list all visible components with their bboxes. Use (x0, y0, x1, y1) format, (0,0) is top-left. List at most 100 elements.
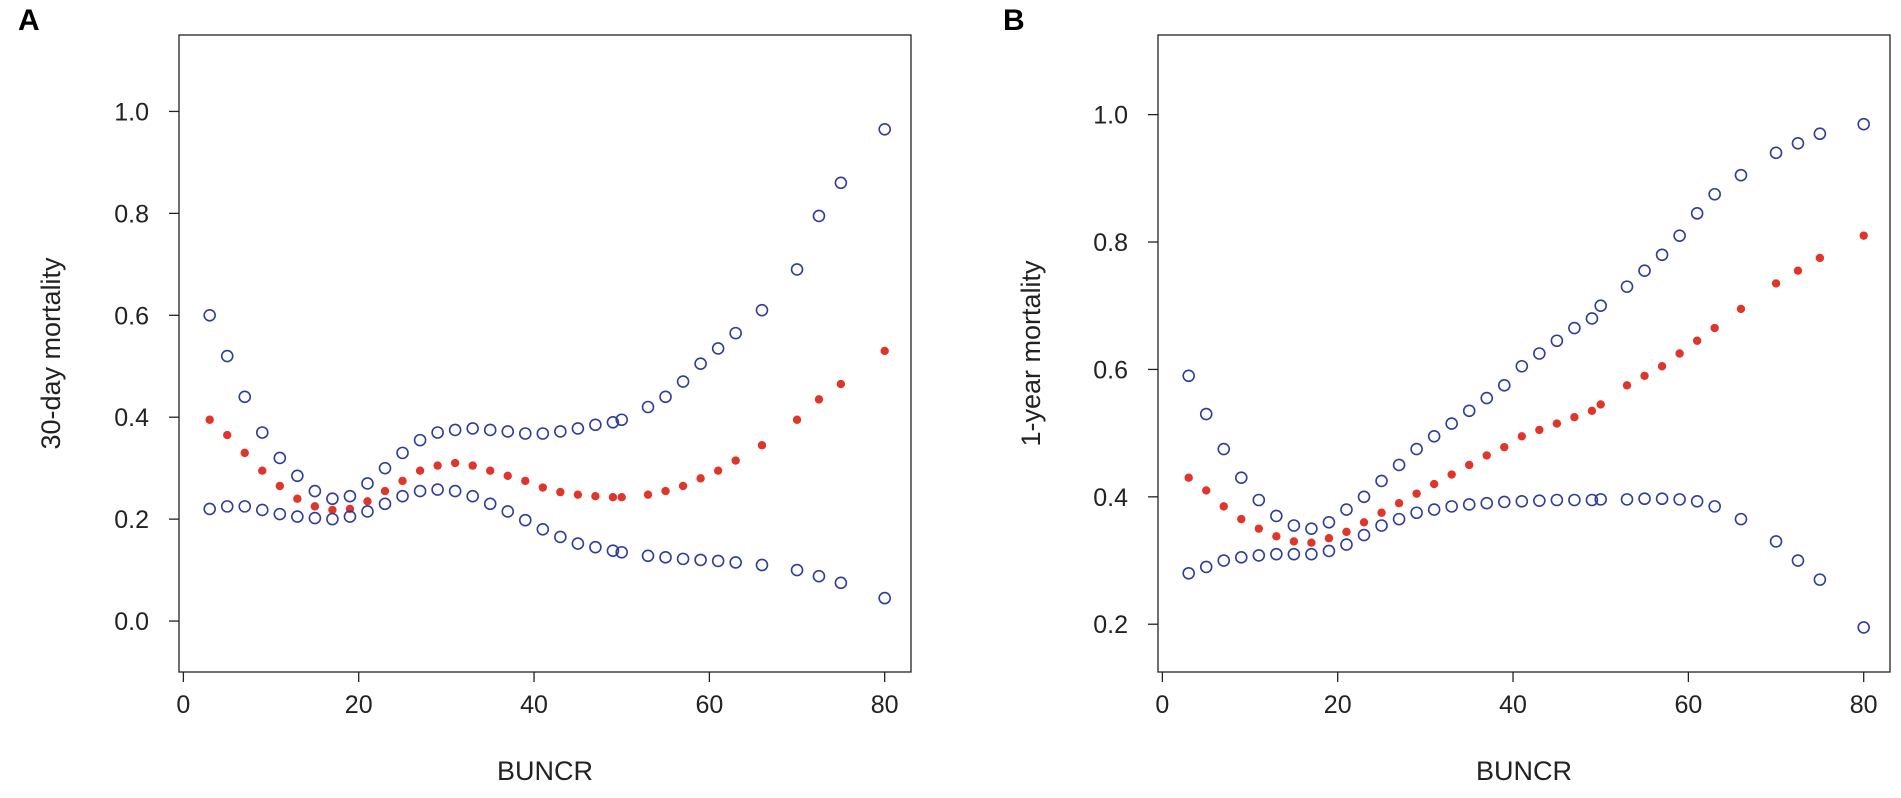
ci-point (220, 500, 234, 513)
y-tick-label: 0.4 (114, 404, 149, 432)
ci-point (1708, 187, 1721, 201)
ci-point (1182, 369, 1195, 383)
panel-b-1-year-mortality: B 0 20 40 60 80 0.2 0.4 0.6 0.8 1.0 BUNCR 1-year mor… (1003, 4, 1891, 786)
estimate-point (1710, 323, 1719, 333)
ci-point (1585, 312, 1599, 325)
estimate-point (1307, 538, 1316, 547)
series-lower-95-ci (1182, 492, 1871, 634)
estimate-point (1500, 442, 1509, 452)
estimate-point (1570, 413, 1579, 422)
ci-point (589, 418, 602, 432)
ci-point (1515, 359, 1529, 373)
estimate-point (521, 476, 530, 486)
estimate-point (661, 486, 670, 496)
estimate-point (1859, 231, 1868, 240)
ci-point (1638, 492, 1651, 506)
ci-point (1287, 547, 1301, 561)
ci-point (1375, 519, 1388, 532)
ci-point (1497, 495, 1511, 509)
ci-point (343, 489, 357, 503)
estimate-point (591, 491, 600, 501)
ci-point (1813, 127, 1827, 141)
ci-point (308, 484, 322, 498)
ci-point (1287, 519, 1301, 532)
ci-point (1690, 207, 1704, 220)
estimate-point (1429, 479, 1439, 489)
ci-point (676, 552, 690, 566)
ci-point (790, 563, 804, 577)
ci-point (1252, 493, 1266, 507)
ci-point (1533, 347, 1546, 360)
estimate-point (731, 456, 740, 465)
ci-point (483, 497, 497, 511)
series-lower-95-ci (203, 483, 892, 605)
ci-point (1533, 494, 1546, 507)
ci-point (1340, 503, 1353, 516)
ci-point (501, 425, 515, 438)
ci-point (1427, 503, 1441, 516)
ci-point (711, 554, 725, 568)
ci-point (220, 349, 234, 363)
ci-point (1638, 264, 1651, 277)
ci-point (1270, 547, 1283, 561)
estimate-point (223, 430, 232, 440)
ci-point (1217, 554, 1231, 567)
ci-point (812, 569, 826, 583)
ci-point (1769, 535, 1783, 548)
ci-point (554, 530, 567, 544)
ci-point (790, 263, 804, 276)
y-tick-label: 0.8 (1093, 229, 1128, 257)
ci-point (1445, 417, 1458, 430)
ci-point (755, 558, 769, 572)
estimate-point (1482, 451, 1491, 460)
estimate-point (538, 483, 548, 492)
ci-point (1182, 566, 1195, 580)
ci-point (536, 427, 550, 440)
estimate-point (1412, 489, 1421, 498)
ci-point (606, 544, 620, 558)
ci-point (1515, 494, 1529, 508)
estimate-point (310, 502, 320, 511)
ci-point (431, 483, 444, 496)
x-axis-title: BUNCR (497, 756, 593, 786)
ci-point (378, 497, 392, 511)
ci-point (1392, 512, 1406, 526)
ci-point (878, 591, 892, 605)
ci-point (1375, 474, 1388, 488)
x-tick-label: 80 (871, 691, 899, 719)
estimate-point (1596, 400, 1605, 409)
estimate-point (814, 395, 824, 404)
y-tick-label: 1.0 (114, 98, 149, 126)
estimate-point (696, 474, 705, 483)
ci-point (615, 545, 629, 559)
estimate-point (1342, 527, 1351, 537)
ci-point (1410, 506, 1423, 520)
ci-point (483, 423, 497, 437)
ci-point (1673, 229, 1686, 242)
estimate-point (380, 486, 390, 496)
panel-a-30-day-mortality: A 0 20 40 60 80 0.0 0.2 0.4 0.6 0.8 1.0 BUNCR 30-day … (18, 4, 912, 786)
ci-point (641, 400, 655, 414)
ci-point (1270, 509, 1283, 523)
estimate-point (293, 494, 302, 503)
estimate-point (608, 493, 618, 502)
ci-point (255, 426, 269, 439)
ci-point (1480, 391, 1494, 405)
estimate-point (1736, 304, 1746, 314)
estimate-point (1289, 537, 1299, 546)
ci-point (536, 523, 550, 536)
ci-point (1445, 500, 1458, 513)
y-axis-title: 1-year mortality (1016, 260, 1046, 447)
ci-point (1322, 544, 1336, 558)
estimate-point (1219, 502, 1228, 511)
ci-point (1199, 560, 1213, 574)
series-estimate (205, 346, 889, 515)
y-tick-label: 0.6 (1093, 356, 1128, 384)
ci-point (326, 512, 339, 526)
ci-point (812, 209, 826, 223)
ci-point (729, 326, 742, 340)
estimate-point (880, 346, 889, 356)
x-tick-label: 40 (1499, 691, 1527, 719)
estimate-point (468, 461, 477, 470)
